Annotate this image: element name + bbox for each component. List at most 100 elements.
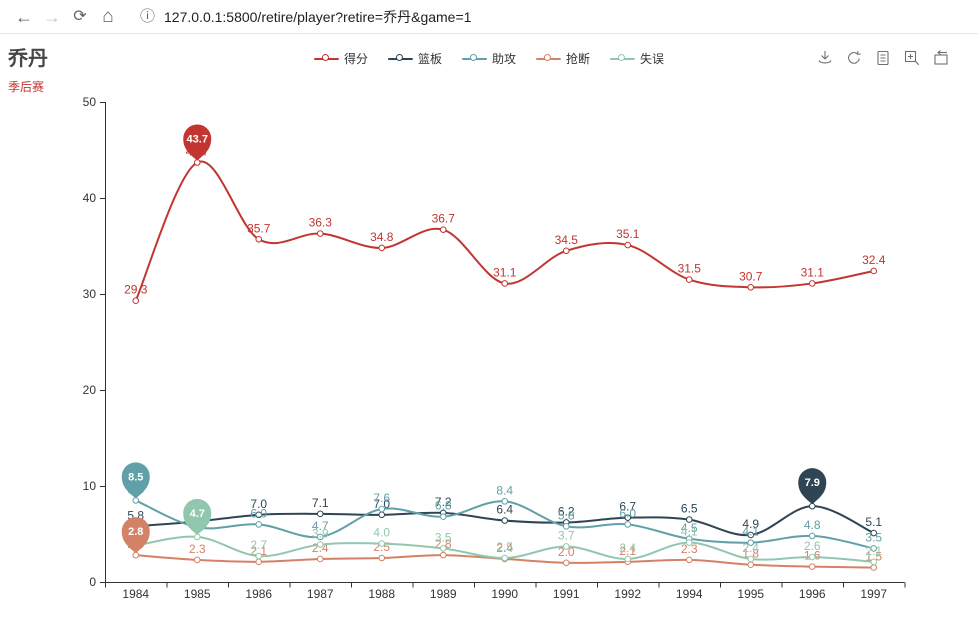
legend-item-turnovers[interactable]: 失误 bbox=[610, 50, 664, 67]
svg-text:3.9: 3.9 bbox=[312, 527, 329, 541]
svg-text:2.4: 2.4 bbox=[619, 541, 636, 555]
svg-text:32.4: 32.4 bbox=[862, 253, 886, 267]
legend-line-icon bbox=[461, 53, 487, 64]
svg-text:2.8: 2.8 bbox=[128, 526, 143, 538]
chart-toolbox bbox=[816, 49, 950, 67]
svg-text:1984: 1984 bbox=[122, 587, 149, 601]
max-pin-rebounds: 7.9 bbox=[798, 468, 827, 505]
svg-text:35.7: 35.7 bbox=[247, 221, 271, 235]
legend-item-points[interactable]: 得分 bbox=[313, 50, 368, 67]
url-bar[interactable]: ⓘ 127.0.0.1:5800/retire/player?retire=乔丹… bbox=[130, 2, 968, 31]
svg-text:1997: 1997 bbox=[860, 587, 887, 601]
chart-legend: 得分 篮板 助攻 抢断 失误 bbox=[304, 50, 674, 67]
y-axis: 0 10 20 30 40 50 bbox=[83, 95, 106, 589]
legend-label: 篮板 bbox=[417, 52, 442, 66]
svg-text:0: 0 bbox=[89, 575, 96, 589]
svg-text:50: 50 bbox=[83, 95, 97, 109]
svg-text:2.6: 2.6 bbox=[804, 539, 821, 553]
svg-text:1996: 1996 bbox=[799, 587, 826, 601]
svg-text:43.7: 43.7 bbox=[187, 133, 208, 145]
legend-item-steals[interactable]: 抢断 bbox=[536, 50, 590, 67]
svg-text:1985: 1985 bbox=[184, 587, 211, 601]
svg-text:1992: 1992 bbox=[614, 587, 641, 601]
svg-text:4.9: 4.9 bbox=[742, 517, 759, 531]
svg-text:34.5: 34.5 bbox=[555, 233, 579, 247]
svg-text:10: 10 bbox=[83, 479, 97, 493]
svg-text:1995: 1995 bbox=[737, 587, 764, 601]
legend-line-icon bbox=[536, 53, 562, 64]
legend-item-rebounds[interactable]: 篮板 bbox=[387, 50, 442, 67]
line-chart[interactable]: 1984 1985 1986 1987 1988 1989 1990 1991 1992 1994… bbox=[0, 34, 978, 637]
svg-text:7.1: 7.1 bbox=[312, 496, 329, 510]
zoom-reset-icon[interactable] bbox=[932, 49, 950, 67]
svg-text:3.7: 3.7 bbox=[558, 528, 575, 542]
svg-text:8.4: 8.4 bbox=[496, 483, 513, 497]
legend-line-icon bbox=[313, 53, 339, 64]
svg-text:5.8: 5.8 bbox=[558, 508, 575, 522]
svg-text:2.1: 2.1 bbox=[865, 544, 882, 558]
legend-label: 失误 bbox=[640, 52, 665, 66]
svg-text:2.4: 2.4 bbox=[742, 541, 759, 555]
svg-text:7.0: 7.0 bbox=[250, 497, 267, 511]
restore-icon[interactable] bbox=[845, 49, 863, 67]
svg-text:2.0: 2.0 bbox=[558, 545, 575, 559]
forward-icon[interactable]: → bbox=[43, 6, 61, 27]
svg-text:1994: 1994 bbox=[676, 587, 703, 601]
zoom-icon[interactable] bbox=[903, 49, 921, 67]
svg-text:1986: 1986 bbox=[245, 587, 272, 601]
svg-text:6.2: 6.2 bbox=[558, 504, 575, 518]
svg-text:4.0: 4.0 bbox=[373, 526, 390, 540]
home-icon[interactable]: ⌂ bbox=[102, 6, 114, 27]
legend-line-icon bbox=[387, 53, 413, 64]
svg-text:8.5: 8.5 bbox=[128, 471, 143, 483]
svg-text:31.1: 31.1 bbox=[801, 265, 825, 279]
max-pin-assists: 8.5 bbox=[121, 462, 150, 499]
svg-text:6.0: 6.0 bbox=[250, 506, 267, 520]
data-view-icon[interactable] bbox=[874, 49, 892, 67]
svg-text:31.1: 31.1 bbox=[493, 265, 517, 279]
svg-text:7.0: 7.0 bbox=[373, 497, 390, 511]
svg-text:5.1: 5.1 bbox=[865, 515, 882, 529]
svg-text:1989: 1989 bbox=[430, 587, 457, 601]
svg-text:2.1: 2.1 bbox=[250, 544, 267, 558]
svg-text:4.8: 4.8 bbox=[804, 518, 821, 532]
browser-toolbar: ← → ⟳ ⌂ ⓘ 127.0.0.1:5800/retire/player?r… bbox=[0, 0, 978, 34]
page-info-icon[interactable]: ⓘ bbox=[140, 8, 156, 25]
svg-text:1990: 1990 bbox=[491, 587, 518, 601]
back-icon[interactable]: ← bbox=[15, 6, 33, 27]
save-image-icon[interactable] bbox=[816, 49, 834, 67]
x-axis: 1984 1985 1986 1987 1988 1989 1990 1991 1992 1994… bbox=[105, 582, 906, 601]
max-pin-steals: 2.8 bbox=[121, 517, 150, 554]
svg-text:6.4: 6.4 bbox=[496, 503, 513, 517]
svg-text:6.7: 6.7 bbox=[619, 500, 636, 514]
svg-text:2.1: 2.1 bbox=[619, 544, 636, 558]
svg-text:1991: 1991 bbox=[553, 587, 580, 601]
max-pin-points: 43.7 bbox=[183, 124, 212, 161]
series-points[interactable]: 29.343.735.736.334.836.731.134.535.131.5… bbox=[124, 144, 886, 305]
reload-icon[interactable]: ⟳ bbox=[73, 7, 87, 25]
svg-text:3.5: 3.5 bbox=[435, 530, 452, 544]
legend-label: 得分 bbox=[343, 52, 368, 66]
svg-text:6.8: 6.8 bbox=[435, 499, 452, 513]
svg-text:30.7: 30.7 bbox=[739, 269, 763, 283]
svg-text:7.9: 7.9 bbox=[805, 477, 820, 489]
svg-text:20: 20 bbox=[83, 383, 97, 397]
chart-page: 1984 1985 1986 1987 1988 1989 1990 1991 1992 1994… bbox=[0, 34, 978, 637]
svg-text:2.4: 2.4 bbox=[496, 541, 513, 555]
svg-text:7.6: 7.6 bbox=[373, 491, 390, 505]
svg-text:2.3: 2.3 bbox=[189, 542, 206, 556]
legend-label: 助攻 bbox=[491, 52, 517, 66]
legend-item-assists[interactable]: 助攻 bbox=[461, 50, 517, 67]
svg-text:1.5: 1.5 bbox=[865, 550, 882, 564]
svg-text:36.7: 36.7 bbox=[432, 212, 456, 226]
svg-text:29.3: 29.3 bbox=[124, 283, 148, 297]
svg-text:34.8: 34.8 bbox=[370, 230, 394, 244]
url-text[interactable]: 127.0.0.1:5800/retire/player?retire=乔丹&g… bbox=[164, 8, 472, 25]
page-title: 乔丹 bbox=[8, 48, 48, 70]
svg-text:4.7: 4.7 bbox=[312, 519, 329, 533]
series-assists[interactable]: 8.55.76.04.77.66.88.45.86.04.54.14.83.5 bbox=[127, 482, 882, 552]
legend-line-icon bbox=[610, 53, 636, 64]
svg-text:2.5: 2.5 bbox=[496, 540, 513, 554]
svg-text:1.8: 1.8 bbox=[742, 547, 759, 561]
svg-text:7.2: 7.2 bbox=[435, 495, 452, 509]
